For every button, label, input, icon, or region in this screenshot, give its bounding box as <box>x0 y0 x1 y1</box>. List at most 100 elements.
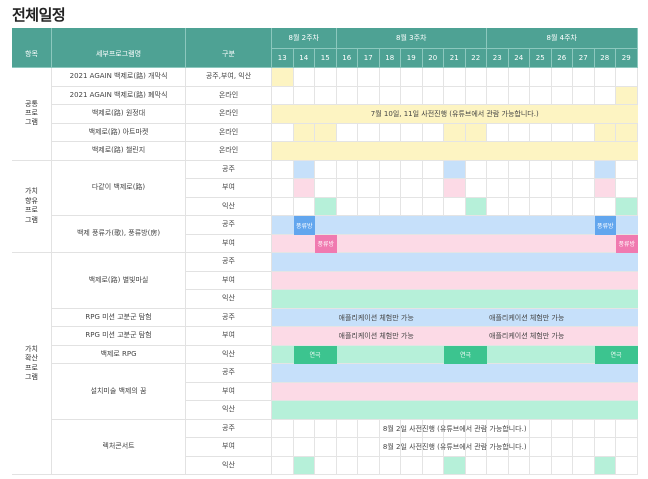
schedule-cell <box>293 456 315 475</box>
header-day: 25 <box>530 49 552 68</box>
schedule-cell <box>444 197 466 216</box>
schedule-cell <box>616 123 638 142</box>
schedule-cell <box>272 179 294 198</box>
schedule-cell <box>401 419 423 438</box>
schedule-cell <box>272 456 294 475</box>
schedule-cell <box>422 68 444 87</box>
schedule-cell <box>336 123 358 142</box>
program-name: 백제로 RPG <box>52 345 186 364</box>
header-day: 24 <box>508 49 530 68</box>
schedule-span <box>272 382 638 401</box>
schedule-cell <box>422 438 444 457</box>
type-label: 공주 <box>186 216 272 235</box>
schedule-cell <box>530 438 552 457</box>
schedule-cell <box>358 197 380 216</box>
header-day: 17 <box>358 49 380 68</box>
type-label: 부여 <box>186 327 272 346</box>
type-label: 익산 <box>186 197 272 216</box>
header-day: 19 <box>401 49 423 68</box>
schedule-cell <box>594 179 616 198</box>
type-label: 부여 <box>186 438 272 457</box>
header-day: 18 <box>379 49 401 68</box>
event-label: 풍류방 <box>616 234 638 253</box>
schedule-cell <box>422 419 444 438</box>
schedule-cell <box>422 160 444 179</box>
schedule-note: 애플리케이션 체험만 가능 <box>489 332 565 341</box>
schedule-cell <box>422 456 444 475</box>
schedule-cell <box>594 438 616 457</box>
type-label: 부여 <box>186 271 272 290</box>
type-label: 익산 <box>186 290 272 309</box>
schedule-cell <box>401 438 423 457</box>
schedule-cell <box>530 197 552 216</box>
schedule-cell <box>422 86 444 105</box>
program-name: 백제 풍류가(歌), 풍류방(房) <box>52 216 186 253</box>
type-label: 온라인 <box>186 142 272 161</box>
schedule-cell <box>487 419 509 438</box>
schedule-cell <box>315 456 337 475</box>
header-day: 27 <box>573 49 595 68</box>
schedule-cell <box>293 68 315 87</box>
event-label: 풍류방 <box>293 216 315 235</box>
schedule-cell <box>444 86 466 105</box>
type-label: 공주 <box>186 253 272 272</box>
schedule-cell <box>551 86 573 105</box>
program-name: 렉처콘서트 <box>52 419 186 475</box>
schedule-cell <box>508 86 530 105</box>
schedule-cell <box>315 438 337 457</box>
schedule-span <box>272 308 638 327</box>
program-name: 백제로(路) 아트마켓 <box>52 123 186 142</box>
header-week-3: 8월 4주차 <box>487 28 638 49</box>
header-day: 16 <box>336 49 358 68</box>
schedule-cell <box>293 197 315 216</box>
schedule-cell <box>616 179 638 198</box>
program-name: 다같이 백제로(路) <box>52 160 186 216</box>
event-label: 풍류방 <box>315 234 337 253</box>
category-label: 공통 프로 그램 <box>12 68 52 161</box>
schedule-cell <box>315 123 337 142</box>
schedule-cell <box>573 438 595 457</box>
schedule-cell <box>573 197 595 216</box>
schedule-cell <box>487 123 509 142</box>
header-week-2: 8월 3주차 <box>336 28 487 49</box>
program-name: 2021 AGAIN 백제로(路) 개막식 <box>52 68 186 87</box>
schedule-cell <box>508 68 530 87</box>
schedule-cell <box>465 160 487 179</box>
type-label: 부여 <box>186 234 272 253</box>
schedule-cell <box>315 86 337 105</box>
schedule-cell <box>293 179 315 198</box>
schedule-cell <box>379 197 401 216</box>
schedule-cell <box>508 123 530 142</box>
schedule-cell <box>573 123 595 142</box>
type-label: 부여 <box>186 382 272 401</box>
program-name: RPG 미션 고분군 탐험 <box>52 327 186 346</box>
schedule-cell <box>379 419 401 438</box>
schedule-cell <box>401 86 423 105</box>
schedule-cell <box>272 68 294 87</box>
page-title: 전체일정 <box>12 6 66 24</box>
schedule-cell <box>272 123 294 142</box>
schedule-note: 애플리케이션 체험만 가능 <box>489 313 565 322</box>
schedule-cell <box>358 179 380 198</box>
type-label: 공주 <box>186 364 272 383</box>
schedule-cell <box>444 68 466 87</box>
header-day: 22 <box>465 49 487 68</box>
schedule-cell <box>616 197 638 216</box>
schedule-cell <box>465 419 487 438</box>
schedule-cell <box>379 160 401 179</box>
schedule-cell <box>551 197 573 216</box>
schedule-cell <box>379 179 401 198</box>
schedule-cell <box>379 123 401 142</box>
schedule-cell <box>379 68 401 87</box>
schedule-cell <box>358 160 380 179</box>
schedule-cell <box>336 419 358 438</box>
schedule-cell <box>272 86 294 105</box>
schedule-cell <box>487 456 509 475</box>
schedule-cell <box>336 68 358 87</box>
schedule-cell <box>444 160 466 179</box>
header-day: 14 <box>293 49 315 68</box>
schedule-note: 애플리케이션 체험만 가능 <box>338 332 414 341</box>
category-label: 가치 향유 프로 그램 <box>12 160 52 253</box>
schedule-cell <box>551 123 573 142</box>
schedule-cell <box>401 456 423 475</box>
